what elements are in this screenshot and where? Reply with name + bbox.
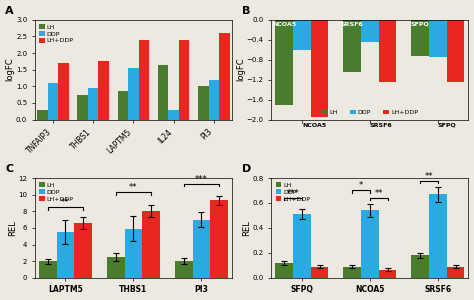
Bar [293,214,311,278]
Bar [361,210,379,278]
Bar [311,267,328,278]
Bar [142,211,160,278]
Bar [219,33,229,120]
Bar [293,20,311,50]
Bar [138,40,149,120]
Bar [107,257,125,278]
Bar [311,20,328,117]
Bar [209,80,219,120]
Text: **: ** [374,189,383,198]
Bar [275,263,293,278]
Text: *: * [359,182,363,190]
Bar [447,20,465,82]
Bar [379,270,396,278]
Bar [99,61,109,120]
Text: SFPQ: SFPQ [411,22,429,27]
Bar [37,110,48,120]
Y-axis label: logFC: logFC [6,58,15,82]
Bar [158,65,168,120]
Legend: LH, DDP, LH+DDP: LH, DDP, LH+DDP [38,181,75,203]
Bar [447,267,465,278]
Text: **: ** [425,172,433,181]
Bar [118,91,128,120]
Y-axis label: logFC: logFC [236,58,245,82]
Bar [128,68,138,120]
Bar [179,40,189,120]
Bar [411,255,429,278]
Legend: LH, DDP, LH+DDP: LH, DDP, LH+DDP [38,23,75,45]
Text: ***: *** [195,175,208,184]
Legend: LH, DDP, LH+DDP: LH, DDP, LH+DDP [320,108,419,116]
Bar [88,88,99,120]
Bar [125,229,142,278]
Text: **: ** [61,198,70,207]
Bar [198,86,209,120]
Bar [343,267,361,278]
Text: SFPQ: SFPQ [438,122,456,128]
Bar [411,20,429,56]
Text: ***: *** [287,189,300,198]
Bar [48,83,58,120]
Bar [361,20,379,42]
Text: **: ** [129,183,137,192]
Text: SRSF6: SRSF6 [341,22,364,27]
Bar [39,261,56,278]
Bar [175,261,192,278]
Bar [74,223,92,278]
Y-axis label: REL: REL [8,220,17,236]
Legend: LH, DDP, LH+DDP: LH, DDP, LH+DDP [274,181,311,203]
Bar [275,20,293,105]
Bar [343,20,361,72]
Bar [58,63,69,120]
Bar [429,194,447,278]
Y-axis label: REL: REL [242,220,251,236]
Bar [429,20,447,57]
Text: SRSF6: SRSF6 [370,122,392,128]
Text: NCOA5: NCOA5 [302,122,326,128]
Bar [192,220,210,278]
Text: C: C [5,164,13,174]
Text: A: A [5,6,14,16]
Bar [56,232,74,278]
Bar [168,110,179,120]
Text: D: D [242,164,251,174]
Bar [77,94,88,120]
Text: NCOA5: NCOA5 [272,22,296,27]
Bar [379,20,396,82]
Bar [210,200,228,278]
Text: B: B [242,6,250,16]
